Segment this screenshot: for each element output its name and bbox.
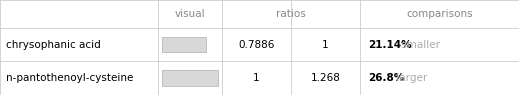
Text: visual: visual (175, 9, 206, 19)
Bar (162, 70, 218, 86)
Text: 0.7886: 0.7886 (238, 40, 275, 49)
Text: 1: 1 (253, 73, 260, 83)
Text: 1.268: 1.268 (310, 73, 340, 83)
Text: ratios: ratios (276, 9, 306, 19)
Bar (162, 37, 206, 52)
Text: 26.8%: 26.8% (368, 73, 404, 83)
Text: smaller: smaller (398, 40, 440, 49)
Text: 1: 1 (322, 40, 329, 49)
Text: 21.14%: 21.14% (368, 40, 412, 49)
Text: comparisons: comparisons (406, 9, 473, 19)
Text: n-pantothenoyl-cysteine: n-pantothenoyl-cysteine (6, 73, 133, 83)
Text: larger: larger (393, 73, 427, 83)
Text: chrysophanic acid: chrysophanic acid (6, 40, 101, 49)
